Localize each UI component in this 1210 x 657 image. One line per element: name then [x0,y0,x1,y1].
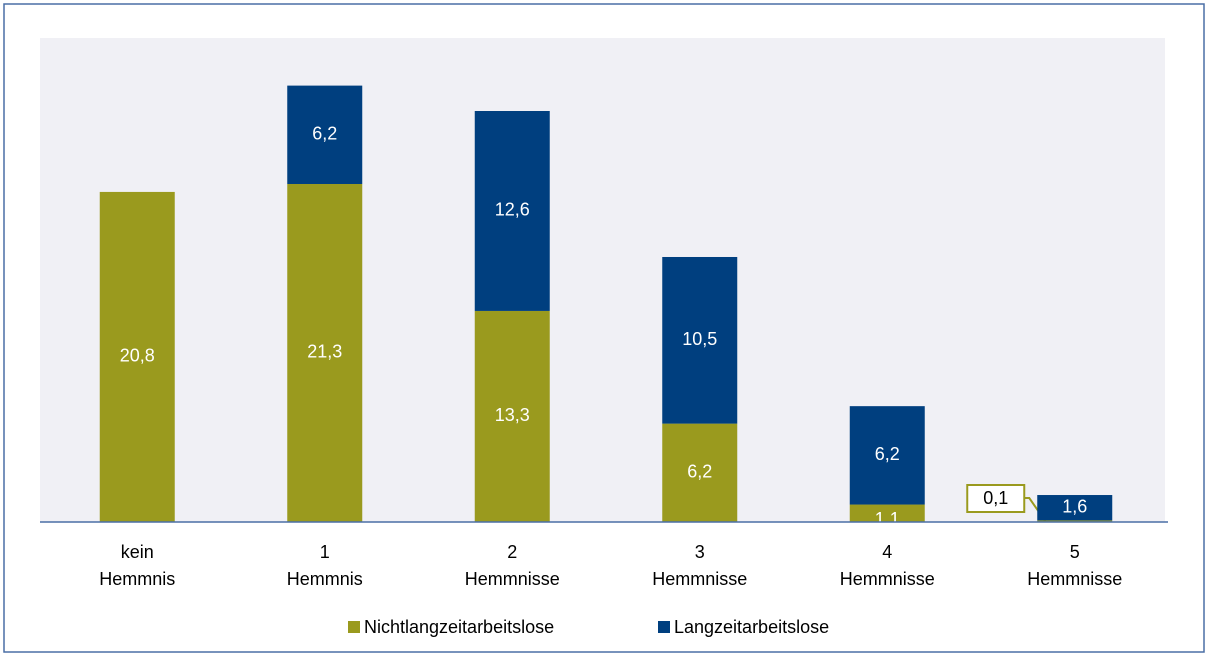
bar-segment [849,406,925,505]
value-label: 10,5 [682,329,717,349]
x-tick-label: Hemmnis [99,569,175,589]
value-label: 6,2 [312,124,337,144]
bar-segment [474,310,550,522]
x-tick-label: 2 [507,542,517,562]
legend-swatch [348,621,360,633]
value-label: 1,6 [1062,496,1087,516]
legend-label: Nichtlangzeitarbeitslose [364,617,554,637]
value-label: 1,1 [875,509,900,529]
bar-segment [474,110,550,311]
x-tick-label: 5 [1070,542,1080,562]
bar-segment [849,504,925,522]
legend-label: Langzeitarbeitslose [674,617,829,637]
value-label: 12,6 [495,200,530,220]
value-label: 0,1 [983,488,1008,508]
x-tick-label: 3 [695,542,705,562]
value-label: 20,8 [120,346,155,366]
callout-box [966,484,1026,513]
x-tick-label: 4 [882,542,892,562]
value-label: 6,2 [875,444,900,464]
value-label: 21,3 [307,342,342,362]
x-tick-label: 1 [320,542,330,562]
x-tick-label: Hemmnisse [840,569,935,589]
bar-segment [1037,520,1113,522]
value-label: 6,2 [687,462,712,482]
legend-swatch [658,621,670,633]
x-tick-label: Hemmnis [287,569,363,589]
bar-segment [287,85,363,184]
value-label: 13,3 [495,405,530,425]
x-tick-label: Hemmnisse [465,569,560,589]
x-tick-label: Hemmnisse [1027,569,1122,589]
bar-segment [1037,495,1113,521]
bar-segment [99,191,175,523]
x-tick-label: Hemmnisse [652,569,747,589]
bar-segment [662,423,738,522]
bar-segment [662,256,738,424]
bar-segment [287,183,363,522]
plot-area [40,38,1165,522]
x-tick-label: kein [121,542,154,562]
